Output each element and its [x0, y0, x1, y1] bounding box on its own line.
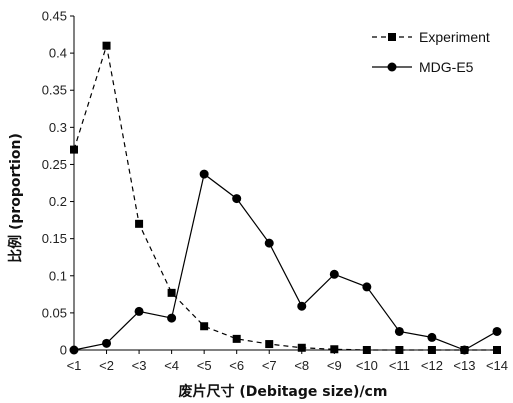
series-line	[73, 45, 497, 351]
data-point-circle	[427, 332, 437, 342]
x-axis-title: 废片尺寸 (Debitage size)/cm	[179, 383, 388, 400]
series-mdg-e5	[69, 169, 502, 355]
x-tick-label: <2	[99, 358, 114, 373]
x-tick-label: <13	[453, 358, 475, 373]
data-point-circle	[329, 269, 339, 279]
data-point-square	[70, 145, 78, 154]
x-tick-label: <9	[327, 358, 342, 373]
y-tick-label: 0.15	[42, 231, 67, 246]
data-point-circle	[264, 238, 274, 248]
x-tick-label: <14	[486, 358, 508, 373]
series-layer	[69, 41, 502, 355]
data-point-circle	[492, 326, 502, 336]
data-point-square	[493, 346, 501, 354]
data-point-square	[265, 340, 274, 349]
y-tick-label: 0.1	[49, 268, 67, 283]
x-tick-label: <6	[229, 358, 244, 373]
data-point-circle	[394, 326, 404, 336]
data-point-square	[362, 346, 371, 354]
data-point-circle	[459, 345, 469, 355]
y-ticks: 0 0.05 0.1 0.15 0.2 0.25 0.3 0.35 0.4 0.45	[42, 9, 74, 358]
x-ticks: <1 <2 <3 <4 <5 <6 <7 <8 <9 <10 <11 <12 <13 <14	[67, 350, 508, 373]
data-point-square	[395, 346, 404, 354]
data-point-square	[427, 346, 436, 354]
x-tick-label: <7	[262, 358, 277, 373]
data-point-circle	[297, 301, 307, 311]
axes	[73, 16, 497, 351]
data-point-circle	[134, 306, 144, 316]
data-point-square	[297, 343, 306, 352]
y-tick-label: 0	[60, 343, 67, 358]
x-tick-label: <10	[356, 358, 378, 373]
series-line	[73, 173, 498, 351]
x-tick-label: <12	[421, 358, 443, 373]
legend-label-experiment: Experiment	[419, 29, 490, 45]
data-point-square	[102, 41, 111, 50]
data-point-square	[135, 219, 144, 228]
legend-marker-circle	[387, 62, 397, 72]
x-tick-label: <1	[67, 358, 82, 373]
x-tick-label: <8	[294, 358, 309, 373]
data-point-circle	[167, 313, 177, 323]
y-tick-label: 0.45	[42, 9, 67, 24]
data-point-circle	[362, 282, 372, 292]
data-point-circle	[69, 345, 79, 355]
legend-marker-square	[388, 33, 396, 41]
y-tick-label: 0.2	[49, 194, 67, 209]
series-experiment	[70, 41, 501, 354]
y-tick-label: 0.3	[49, 120, 67, 135]
legend-label-mdg-e5: MDG-E5	[419, 59, 474, 75]
data-point-square	[330, 345, 339, 354]
data-point-square	[232, 334, 241, 343]
y-tick-label: 0.25	[42, 157, 67, 172]
x-tick-label: <4	[164, 358, 179, 373]
legend: Experiment MDG-E5	[372, 29, 490, 75]
data-point-square	[200, 322, 209, 331]
data-point-circle	[102, 338, 112, 348]
x-tick-label: <11	[389, 358, 410, 373]
y-axis-title: 比例 (proportion)	[7, 133, 24, 263]
data-point-circle	[232, 194, 242, 204]
y-axis-title-group: 比例 (proportion)	[7, 133, 24, 263]
y-tick-label: 0.35	[42, 83, 67, 98]
x-tick-label: <3	[132, 358, 147, 373]
data-point-circle	[199, 169, 209, 179]
x-tick-label: <5	[197, 358, 212, 373]
y-tick-label: 0.4	[49, 46, 67, 61]
data-point-square	[167, 288, 176, 297]
y-tick-label: 0.05	[42, 305, 67, 320]
